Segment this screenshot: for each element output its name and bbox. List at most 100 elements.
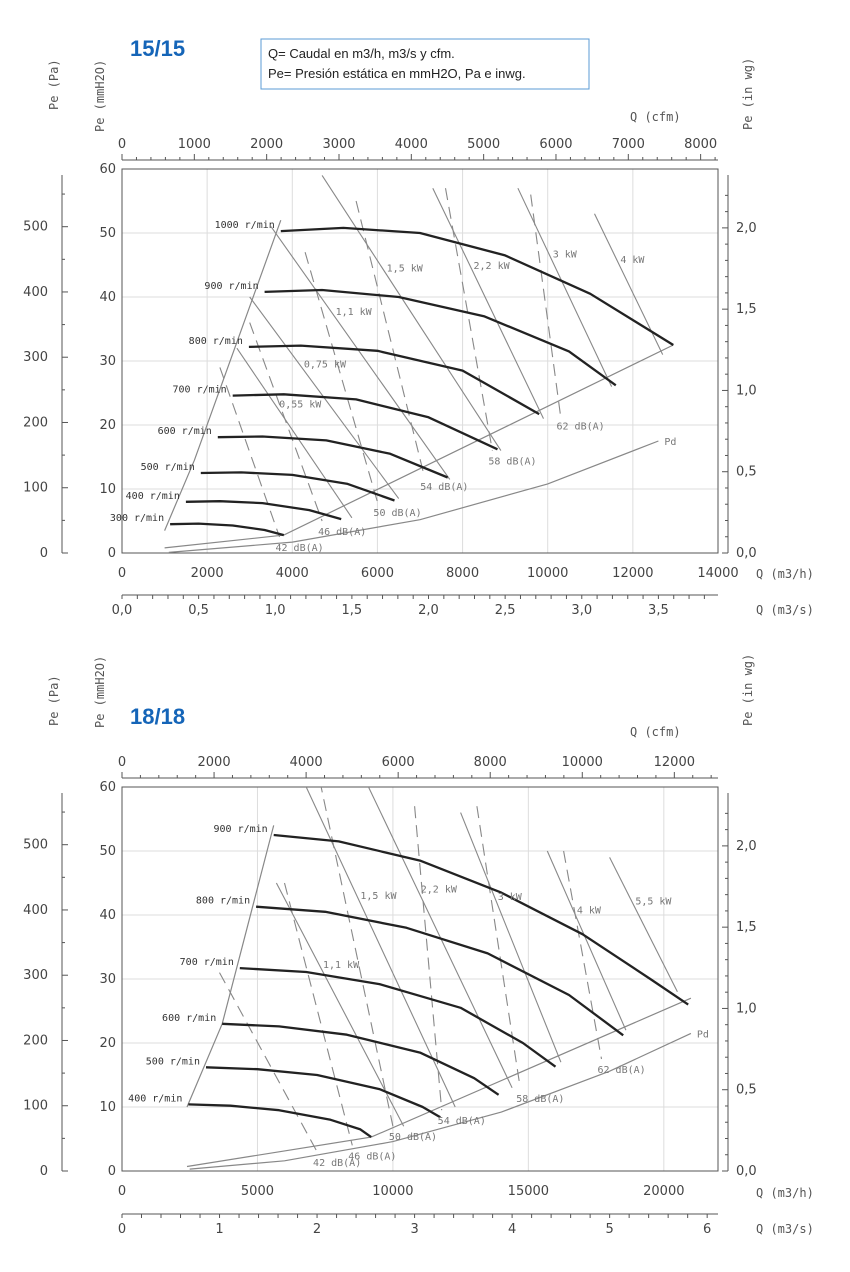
noise-line-label: 54 dB(A) bbox=[420, 482, 468, 493]
power-line-label: 1,1 kW bbox=[336, 307, 373, 318]
speed-curve-label: 700 r/min bbox=[180, 957, 234, 968]
pa-tick-label: 100 bbox=[23, 1099, 48, 1114]
speed-curve-label: 900 r/min bbox=[204, 281, 258, 292]
noise-line bbox=[444, 188, 493, 451]
m3h-tick-label: 5000 bbox=[241, 1184, 274, 1199]
noise-line bbox=[283, 882, 353, 1146]
cfm-tick-label: 12000 bbox=[654, 755, 695, 770]
cfm-tick-label: 6000 bbox=[382, 755, 415, 770]
mmh2o-tick-label: 30 bbox=[99, 972, 116, 987]
noise-line bbox=[563, 850, 603, 1060]
pa-tick-label: 200 bbox=[23, 1033, 48, 1048]
cfm-axis-label: Q (cfm) bbox=[630, 725, 681, 739]
pd-curve-label: Pd bbox=[697, 1029, 709, 1040]
mmh2o-tick-label: 10 bbox=[99, 1100, 116, 1115]
pd-curve bbox=[189, 1032, 692, 1170]
mmh2o-tick-label: 50 bbox=[99, 226, 116, 241]
power-line bbox=[432, 187, 544, 419]
pa-tick-label: 0 bbox=[40, 546, 48, 561]
speed-curve bbox=[256, 905, 624, 1037]
mmh2o-tick-label: 20 bbox=[99, 418, 116, 433]
speed-curve-label: 600 r/min bbox=[158, 426, 212, 437]
m3s-tick-label: 0,5 bbox=[188, 603, 209, 618]
m3s-axis-label: Q (m3/s) bbox=[756, 1222, 814, 1236]
speed-curve bbox=[185, 500, 342, 521]
m3s-tick-label: 2,5 bbox=[495, 603, 516, 618]
inwg-tick-label: 2,0 bbox=[736, 839, 757, 854]
inwg-axis-label: Pe (in wg) bbox=[741, 654, 755, 726]
plot-area bbox=[186, 787, 692, 1170]
m3h-tick-label: 0 bbox=[118, 1184, 126, 1199]
power-line bbox=[460, 812, 562, 1063]
speed-curve bbox=[222, 1022, 500, 1096]
noise-line-label: 62 dB(A) bbox=[598, 1065, 646, 1076]
speed-curve bbox=[280, 226, 674, 346]
speed-curve-label: 800 r/min bbox=[196, 896, 250, 907]
power-line-label: 0,55 kW bbox=[279, 400, 322, 411]
speed-curve-label: 1000 r/min bbox=[215, 220, 275, 231]
m3h-tick-label: 4000 bbox=[276, 566, 309, 581]
m3s-tick-label: 4 bbox=[508, 1222, 516, 1237]
cfm-tick-label: 2000 bbox=[250, 137, 283, 152]
mmh2o-tick-label: 30 bbox=[99, 354, 116, 369]
inwg-tick-label: 0,0 bbox=[736, 1164, 757, 1179]
speed-curve-label: 300 r/min bbox=[110, 513, 164, 524]
mmh2o-tick-label: 50 bbox=[99, 844, 116, 859]
power-line bbox=[609, 857, 678, 993]
inwg-tick-label: 1,5 bbox=[736, 302, 757, 317]
cfm-axis-label: Q (cfm) bbox=[630, 110, 681, 124]
mmh2o-tick-label: 0 bbox=[108, 546, 116, 561]
m3s-axis-label: Q (m3/s) bbox=[756, 603, 814, 617]
power-line-label: 2,2 kW bbox=[421, 884, 458, 895]
m3h-axis-label: Q (m3/h) bbox=[756, 1186, 814, 1200]
noise-line-label: 62 dB(A) bbox=[556, 421, 604, 432]
speed-curve bbox=[273, 833, 689, 1006]
speed-curve bbox=[217, 435, 449, 479]
m3s-tick-label: 2 bbox=[313, 1222, 321, 1237]
speed-curve-label: 400 r/min bbox=[126, 491, 180, 502]
power-line bbox=[270, 226, 451, 480]
speed-curve bbox=[232, 393, 498, 451]
note-box: Q= Caudal en m3/h, m3/s y cfm. Pe= Presi… bbox=[260, 38, 590, 90]
noise-line bbox=[320, 787, 394, 1127]
mmh2o-tick-label: 60 bbox=[99, 780, 116, 795]
plot-frame bbox=[121, 786, 719, 1172]
m3s-tick-label: 6 bbox=[703, 1222, 711, 1237]
power-line-label: 3 kW bbox=[498, 892, 523, 903]
mmh2o-tick-label: 40 bbox=[99, 908, 116, 923]
m3s-tick-label: 0 bbox=[118, 1222, 126, 1237]
m3h-axis-label: Q (m3/h) bbox=[756, 567, 814, 581]
chart-title: 18/18 bbox=[130, 704, 185, 729]
speed-curve bbox=[264, 288, 617, 387]
mmh2o-tick-label: 40 bbox=[99, 290, 116, 305]
m3s-tick-label: 1,5 bbox=[342, 603, 363, 618]
chart-title: 15/15 bbox=[130, 36, 185, 61]
mmh2o-axis-label: Pe (mmH2O) bbox=[93, 60, 107, 132]
m3h-tick-label: 14000 bbox=[697, 566, 738, 581]
pa-axis-label: Pe (Pa) bbox=[47, 675, 61, 726]
speed-curve-label: 800 r/min bbox=[189, 336, 243, 347]
pa-tick-label: 300 bbox=[23, 350, 48, 365]
noise-line bbox=[530, 194, 562, 416]
pa-tick-label: 500 bbox=[23, 838, 48, 853]
cfm-tick-label: 8000 bbox=[684, 137, 717, 152]
speed-curve bbox=[200, 471, 395, 502]
m3h-tick-label: 0 bbox=[118, 566, 126, 581]
noise-line-label: 50 dB(A) bbox=[389, 1132, 437, 1143]
speed-curve bbox=[205, 1066, 441, 1119]
m3h-tick-label: 10000 bbox=[527, 566, 568, 581]
power-line-label: 4 kW bbox=[620, 255, 645, 266]
cfm-tick-label: 0 bbox=[118, 137, 126, 152]
speed-curve-label: 700 r/min bbox=[172, 385, 226, 396]
plot-area bbox=[164, 175, 674, 553]
pa-tick-label: 400 bbox=[23, 903, 48, 918]
m3s-tick-label: 0,0 bbox=[112, 603, 133, 618]
cfm-tick-label: 4000 bbox=[395, 137, 428, 152]
noise-line bbox=[219, 367, 281, 538]
cfm-tick-label: 1000 bbox=[178, 137, 211, 152]
noise-line bbox=[355, 200, 425, 477]
m3h-tick-label: 8000 bbox=[446, 566, 479, 581]
power-line-label: 1,5 kW bbox=[387, 264, 424, 275]
noise-line-label: 42 dB(A) bbox=[313, 1158, 361, 1169]
